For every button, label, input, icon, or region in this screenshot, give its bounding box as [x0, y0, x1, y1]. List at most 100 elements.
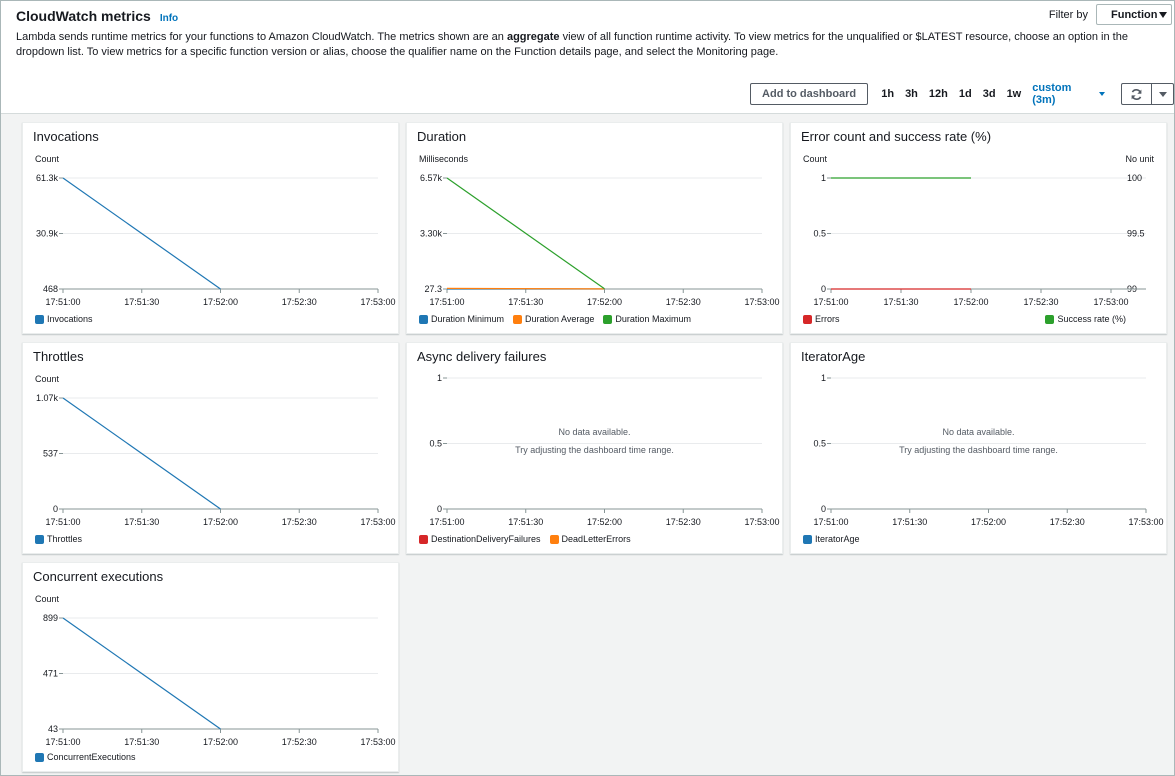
legend-swatch	[513, 314, 523, 324]
legend-item[interactable]: Throttles	[35, 534, 82, 544]
y-tick-label: 0	[437, 504, 442, 514]
legend-item[interactable]: DestinationDeliveryFailures	[419, 534, 541, 544]
filter-label: Filter by	[1048, 8, 1088, 21]
y-tick-label: 471	[43, 669, 58, 679]
chart-legend: Throttles	[35, 534, 91, 544]
x-tick-label: 17:52:30	[282, 517, 317, 527]
legend-swatch	[803, 534, 812, 544]
legend-label: Duration Maximum	[615, 314, 691, 324]
x-tick-label: 17:51:00	[813, 517, 848, 527]
y-tick-label: 27.3	[424, 284, 442, 294]
x-tick-label: 17:53:00	[360, 517, 395, 527]
x-tick-label: 17:52:30	[666, 517, 701, 527]
x-tick-label: 17:51:30	[508, 517, 543, 527]
x-tick-label: 17:51:00	[813, 297, 848, 307]
y-tick-label: 30.9k	[36, 229, 59, 239]
legend-item[interactable]: Invocations	[35, 314, 93, 324]
legend-item[interactable]: Errors	[803, 314, 840, 324]
description: Lambda sends runtime metrics for your fu…	[16, 30, 1166, 60]
title-row: CloudWatch metrics Info	[16, 8, 178, 24]
chevron-down-icon	[1099, 92, 1105, 96]
x-tick-label: 17:51:00	[429, 517, 464, 527]
series-line[interactable]	[446, 287, 605, 290]
y-axis-unit: Count	[803, 154, 828, 164]
x-tick-label: 17:51:00	[45, 737, 80, 747]
range-12h[interactable]: 12h	[928, 88, 948, 100]
y-tick-label: 1	[821, 373, 826, 383]
x-tick-label: 17:52:00	[203, 517, 238, 527]
legend-label: Invocations	[47, 314, 93, 324]
legend-label: IteratorAge	[815, 534, 860, 544]
legend-swatch	[603, 314, 613, 324]
no-data-hint: Try adjusting the dashboard time range.	[899, 445, 1058, 455]
y-tick-label: 61.3k	[36, 173, 59, 183]
add-to-dashboard-button[interactable]: Add to dashboard	[750, 83, 869, 105]
legend-item[interactable]: Duration Average	[513, 314, 594, 324]
x-tick-label: 17:53:00	[744, 517, 779, 527]
panel-throttles: Throttles Count 1.07k 537 0 17:51:00 17:51:3…	[22, 342, 399, 554]
range-custom-label: custom (3m)	[1032, 82, 1072, 106]
legend-item[interactable]: Duration Maximum	[603, 314, 691, 324]
invocations-chart: 61.3k 30.9k 468 17:51:00 17:51:30 17:52:00 17:…	[36, 173, 396, 307]
y-tick-label: 468	[43, 284, 58, 294]
panel-title: IteratorAge	[801, 349, 866, 364]
legend-item[interactable]: DeadLetterErrors	[549, 534, 631, 544]
x-tick-label: 17:51:30	[508, 297, 543, 307]
x-tick-label: 17:51:30	[124, 737, 159, 747]
range-custom[interactable]: custom (3m)	[1032, 82, 1105, 106]
x-tick-label: 17:53:00	[1128, 517, 1163, 527]
legend-swatch	[1045, 314, 1055, 324]
legend-swatch	[419, 534, 428, 544]
panel-title: Invocations	[33, 129, 99, 144]
x-tick-label: 17:51:00	[45, 297, 80, 307]
panel-title: Throttles	[33, 349, 84, 364]
legend-item[interactable]: Duration Minimum	[419, 314, 504, 324]
y-axis-unit: Count	[35, 594, 60, 604]
range-3d[interactable]: 3d	[982, 88, 996, 100]
info-link[interactable]: Info	[159, 13, 179, 24]
series-line[interactable]	[446, 177, 605, 290]
series-line[interactable]	[62, 397, 221, 510]
x-tick-label: 17:52:00	[203, 737, 238, 747]
y-tick-label: 0.5	[813, 439, 826, 449]
range-1w[interactable]: 1w	[1006, 88, 1022, 100]
x-tick-label: 17:51:30	[124, 517, 159, 527]
y-right-tick-label: 99.5	[1127, 229, 1145, 239]
range-1h[interactable]: 1h	[881, 88, 895, 100]
panel-errors: Error count and success rate (%) Count N…	[790, 122, 1167, 334]
series-line[interactable]	[62, 617, 221, 730]
x-tick-label: 17:52:30	[282, 737, 317, 747]
y-tick-label: 6.57k	[420, 173, 443, 183]
y-tick-label: 0	[821, 504, 826, 514]
panel-title: Concurrent executions	[33, 569, 164, 584]
filter-select[interactable]: Function	[1096, 4, 1172, 25]
time-range-selector: 1h 3h 12h 1d 3d 1w custom (3m)	[881, 82, 1121, 106]
range-3h[interactable]: 3h	[905, 88, 918, 100]
range-1d[interactable]: 1d	[958, 88, 972, 100]
y-tick-label: 1.07k	[36, 393, 59, 403]
legend-swatch	[35, 314, 44, 324]
chart-legend: ConcurrentExecutions	[35, 752, 145, 762]
x-tick-label: 17:51:00	[45, 517, 80, 527]
legend-label: ConcurrentExecutions	[47, 752, 136, 762]
legend-label: Throttles	[47, 534, 83, 544]
refresh-button[interactable]	[1121, 83, 1152, 105]
legend-swatch	[35, 534, 44, 544]
x-tick-label: 17:53:00	[360, 297, 395, 307]
chart-legend: IteratorAge	[803, 534, 869, 544]
y-tick-label: 0.5	[813, 229, 826, 239]
x-tick-label: 17:52:30	[1023, 297, 1058, 307]
panel-invocations: Invocations Count 61.3k 30.9k 468 17:51:00 1…	[22, 122, 399, 334]
y-tick-label: 0	[53, 504, 58, 514]
legend-item[interactable]: IteratorAge	[803, 534, 860, 544]
x-tick-label: 17:51:00	[429, 297, 464, 307]
panel-title: Async delivery failures	[417, 349, 547, 364]
x-tick-label: 17:53:00	[360, 737, 395, 747]
refresh-options-button[interactable]	[1152, 83, 1174, 105]
legend-item[interactable]: ConcurrentExecutions	[35, 752, 136, 762]
legend-label[interactable]: Success rate (%)	[1057, 314, 1126, 324]
x-tick-label: 17:52:30	[666, 297, 701, 307]
y-tick-label: 899	[43, 613, 58, 623]
series-line[interactable]	[62, 177, 221, 290]
legend-label: DestinationDeliveryFailures	[431, 534, 541, 544]
